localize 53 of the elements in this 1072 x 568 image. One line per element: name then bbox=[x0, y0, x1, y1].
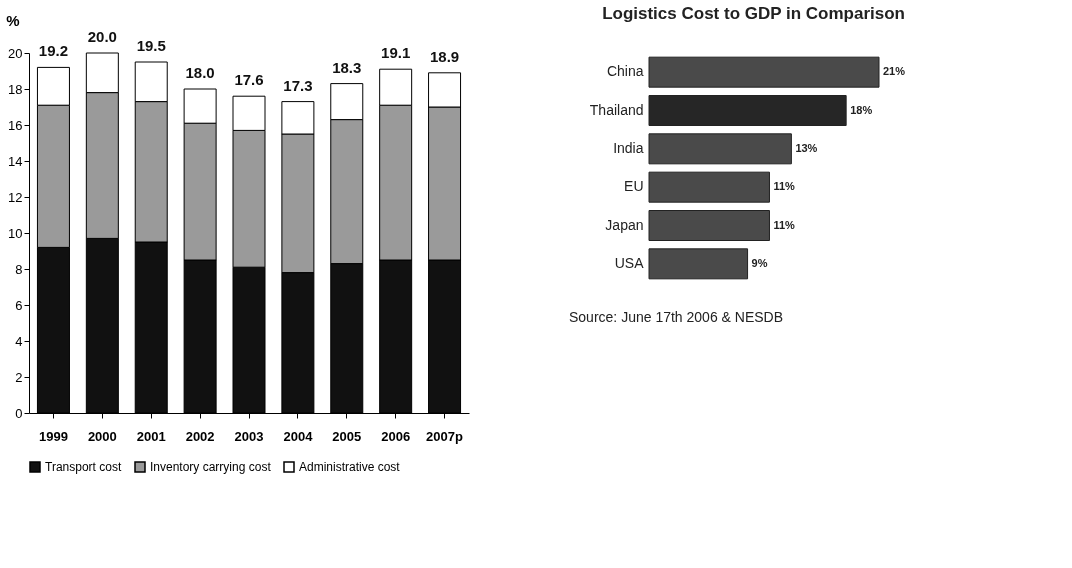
x-tick-label: 2002 bbox=[185, 428, 215, 444]
y-tick-label: Thailand bbox=[589, 101, 644, 118]
x-tick-label: 2003 bbox=[234, 428, 264, 444]
bar bbox=[648, 133, 792, 165]
total-label: 17.3 bbox=[283, 76, 313, 94]
y-tick-label: 12 bbox=[8, 189, 23, 205]
y-tick-label: 0 bbox=[15, 405, 23, 421]
legend-label: Administrative cost bbox=[299, 460, 401, 474]
data-label: 18% bbox=[850, 103, 873, 116]
y-tick-label: USA bbox=[614, 254, 645, 271]
total-label: 18.9 bbox=[429, 47, 460, 65]
x-tick-label: 2006 bbox=[381, 428, 411, 444]
x-tick-label: 1999 bbox=[38, 428, 68, 444]
x-tick-label: 2000 bbox=[87, 428, 117, 444]
y-tick-label: 8 bbox=[15, 261, 23, 277]
y-tick-label: 10 bbox=[8, 225, 23, 241]
bar bbox=[648, 248, 749, 280]
x-tick-label: 2001 bbox=[136, 428, 166, 444]
y-tick-label: China bbox=[606, 63, 644, 80]
bar bbox=[648, 210, 770, 241]
legend-label: Inventory carrying cost bbox=[150, 460, 272, 474]
data-label: 11% bbox=[773, 218, 796, 231]
total-label: 19.2 bbox=[38, 42, 69, 60]
y-tick-label: 16 bbox=[8, 117, 23, 133]
legend-label: Transport cost bbox=[45, 460, 122, 474]
bar bbox=[648, 171, 770, 203]
x-tick-label: 2007p bbox=[426, 428, 464, 444]
y-tick-label: Japan bbox=[605, 216, 644, 233]
y-tick-label: India bbox=[613, 139, 644, 156]
y-axis-title: % bbox=[6, 11, 20, 29]
total-label: 17.6 bbox=[234, 71, 264, 89]
data-label: 13% bbox=[795, 141, 818, 154]
y-tick-label: 4 bbox=[15, 333, 23, 349]
total-label: 19.5 bbox=[136, 37, 166, 54]
data-label: 21% bbox=[883, 65, 906, 78]
chart-title: Logistics Cost to GDP in Comparison bbox=[602, 4, 906, 23]
total-label: 18.3 bbox=[332, 58, 362, 76]
x-tick-label: 2004 bbox=[283, 428, 314, 444]
y-tick-label: 20 bbox=[8, 45, 23, 61]
y-tick-label: 18 bbox=[8, 81, 23, 97]
data-label: 11% bbox=[773, 180, 796, 193]
y-tick-label: 2 bbox=[15, 369, 23, 385]
total-label: 20.0 bbox=[87, 28, 117, 45]
bar bbox=[648, 95, 847, 126]
x-tick-label: 2005 bbox=[332, 428, 362, 444]
y-tick-label: EU bbox=[624, 178, 644, 195]
y-tick-label: 6 bbox=[15, 297, 23, 313]
total-label: 19.1 bbox=[381, 44, 411, 62]
total-label: 18.0 bbox=[185, 64, 215, 81]
source-note: Source: June 17th 2006 & NESDB bbox=[569, 309, 784, 325]
data-label: 9% bbox=[751, 256, 768, 269]
bar bbox=[648, 56, 880, 88]
y-tick-label: 14 bbox=[8, 153, 23, 169]
